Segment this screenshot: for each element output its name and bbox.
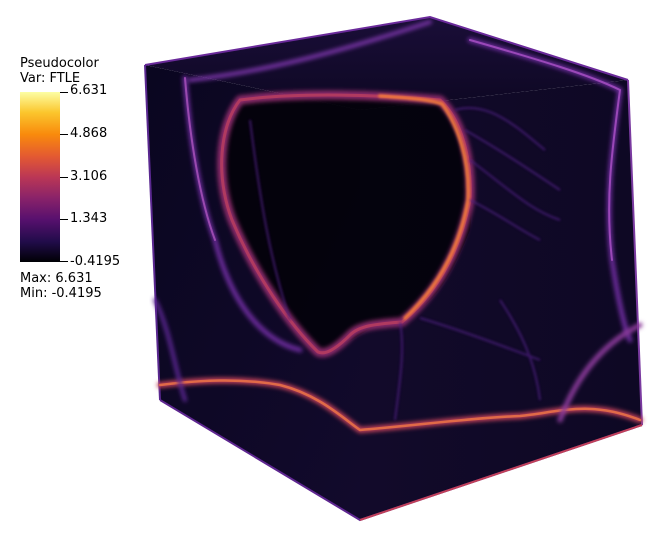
colorbar [20,92,60,262]
min-value-label: Min: -0.4195 [20,286,102,301]
tick-mark [60,219,68,220]
tick-label-2: 4.868 [70,126,108,141]
legend-title: Pseudocolor [20,56,99,71]
tick-label-max: 6.631 [70,83,108,98]
cube-top-face [145,17,628,110]
tick-label-3: 3.106 [70,169,108,184]
ftle-filaments [249,107,561,421]
tick-label-min: -0.4195 [70,254,121,269]
tick-mark [60,177,68,178]
tick-mark [60,134,68,135]
max-value-label: Max: 6.631 [20,271,93,286]
dark-core-region [220,94,472,355]
legend-variable: Var: FTLE [20,71,81,86]
ftle-ridge-main [217,90,475,358]
tick-mark [60,92,68,93]
tick-label-4: 1.343 [70,211,108,226]
tick-mark [60,261,68,262]
ftle-ridges-outer [153,20,643,434]
cube-edges [144,15,643,522]
pseudocolor-legend: Pseudocolor Var: FTLE 6.631 4.868 3.106 … [0,0,140,310]
